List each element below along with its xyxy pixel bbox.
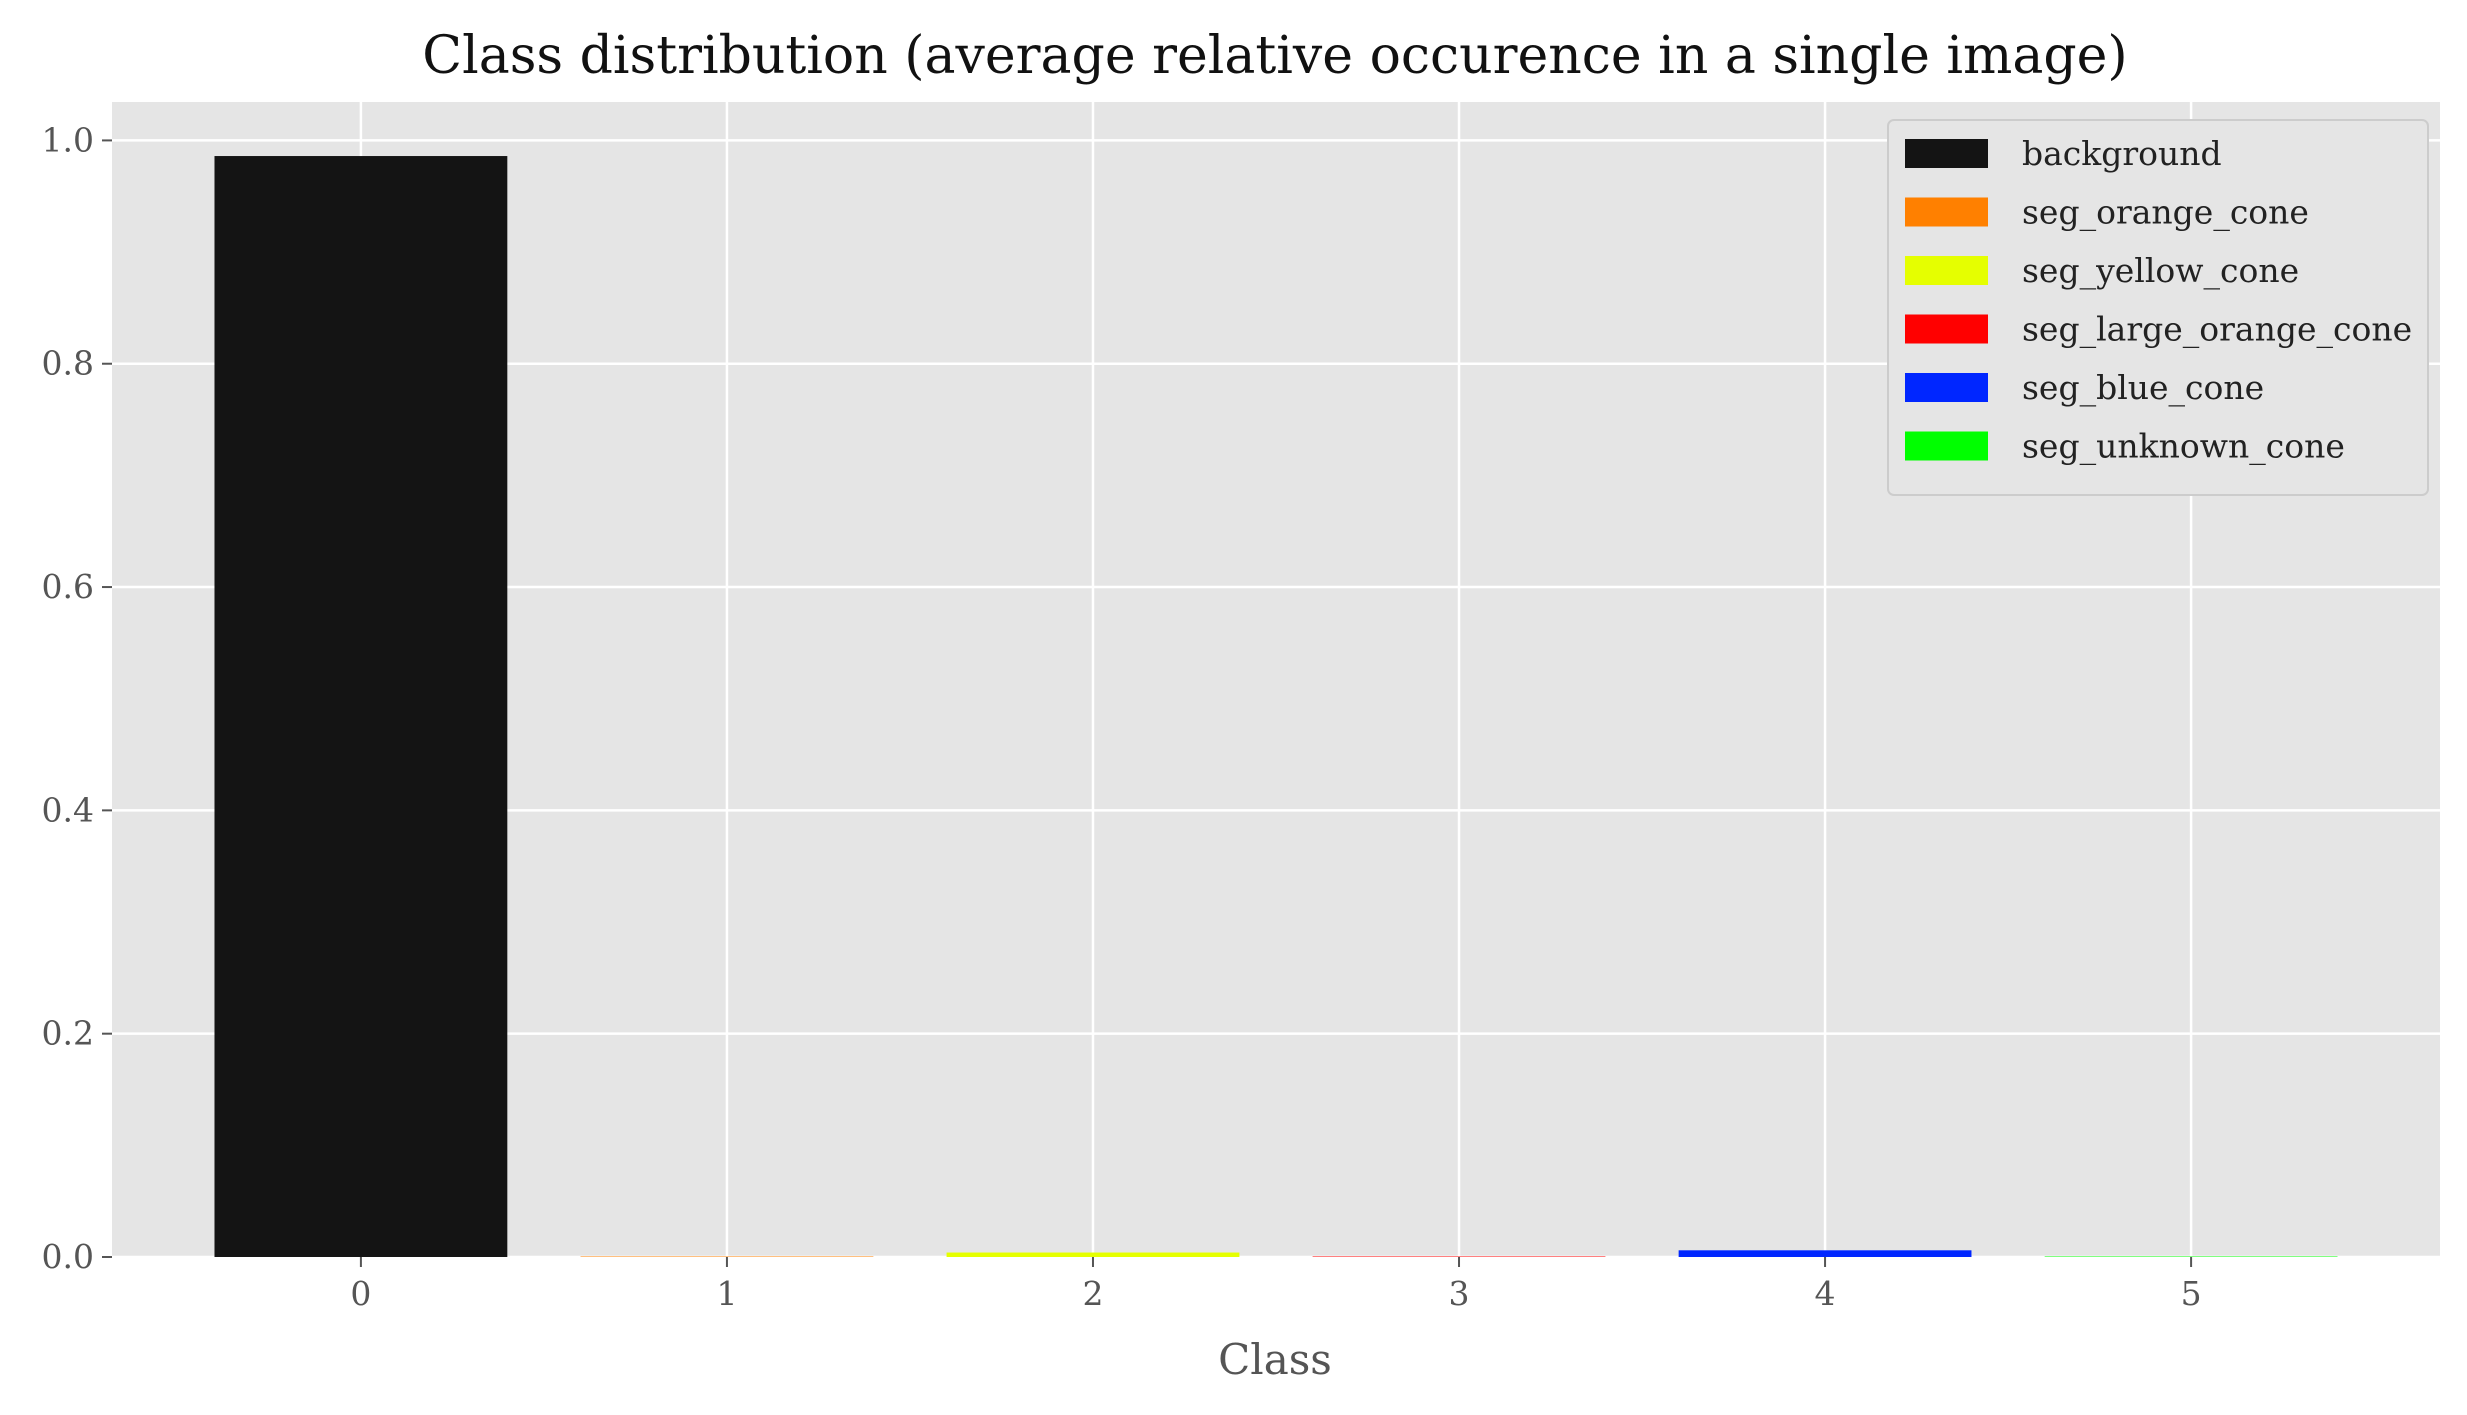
chart-title: Class distribution (average relative occ… [422, 26, 2127, 86]
legend-swatch [1905, 197, 1988, 227]
legend-label: seg_large_orange_cone [2022, 310, 2412, 350]
bar-3 [1312, 1256, 1606, 1257]
bar-0 [214, 156, 508, 1257]
x-axis-label: Class [1218, 1335, 1332, 1384]
x-tick-label: 4 [1815, 1274, 1836, 1313]
x-tick-label: 3 [1449, 1274, 1470, 1313]
legend-swatch [1905, 373, 1988, 402]
y-tick-label: 0.2 [42, 1014, 94, 1053]
bar-1 [580, 1256, 874, 1257]
y-tick-label: 0.4 [42, 790, 94, 829]
y-tick-label: 0.8 [42, 344, 94, 383]
legend-box [1887, 119, 2429, 496]
legend-label: seg_yellow_cone [2022, 251, 2299, 291]
legend-label: background [2022, 134, 2222, 173]
y-tick-label: 0.0 [42, 1237, 94, 1276]
legend-label: seg_blue_cone [2022, 368, 2264, 408]
bar-2 [946, 1252, 1240, 1257]
y-tick-label: 0.6 [42, 567, 94, 606]
bar-4 [1678, 1250, 1972, 1257]
legend-swatch [1905, 256, 1988, 285]
bar-5 [2044, 1256, 2338, 1257]
legend-label: seg_orange_cone [2022, 193, 2309, 233]
x-tick-label: 1 [716, 1274, 737, 1313]
legend-swatch [1905, 314, 1988, 344]
legend-swatch [1905, 431, 1988, 461]
legend-label: seg_unknown_cone [2022, 427, 2345, 467]
x-tick-label: 0 [350, 1274, 371, 1313]
x-tick-label: 5 [2181, 1274, 2202, 1313]
x-tick-label: 2 [1082, 1274, 1103, 1313]
axis-ticks: 0.0 0.2 0.4 0.6 0.8 1.0 0 1 2 3 4 5 [42, 120, 2202, 1313]
bars [214, 156, 2338, 1257]
legend-swatch [1905, 139, 1988, 168]
y-tick-label: 1.0 [42, 120, 94, 159]
legend: background seg_orange_cone seg_yellow_cone… [1887, 119, 2429, 496]
